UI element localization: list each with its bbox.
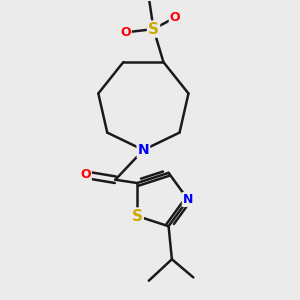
Text: S: S: [148, 22, 159, 37]
Text: O: O: [170, 11, 180, 24]
Text: N: N: [138, 143, 149, 157]
Text: O: O: [120, 26, 131, 39]
Text: N: N: [183, 193, 193, 206]
Text: O: O: [80, 168, 91, 181]
Text: S: S: [132, 208, 143, 224]
